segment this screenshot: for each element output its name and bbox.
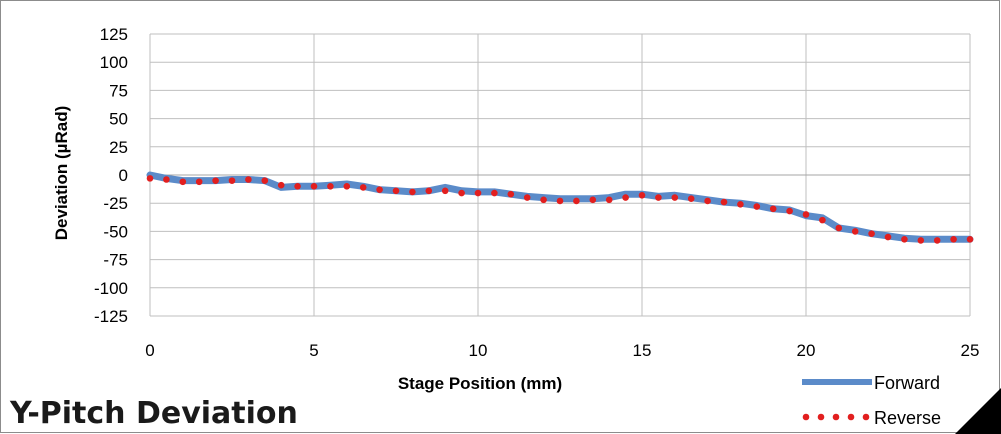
reverse-point [638, 192, 646, 199]
reverse-point [409, 188, 416, 196]
reverse-point [917, 237, 925, 244]
legend-reverse-swatch [802, 413, 870, 421]
reverse-point [310, 182, 318, 190]
reverse-point [523, 194, 531, 201]
y-tick-label: -125 [94, 307, 128, 326]
reverse-point [884, 233, 892, 241]
reverse-point [392, 187, 400, 195]
reverse-point [769, 205, 777, 213]
reverse-point [622, 194, 629, 201]
reverse-point [491, 189, 498, 197]
x-tick-label: 5 [309, 341, 318, 360]
reverse-point [146, 175, 154, 182]
page-title: Y-Pitch Deviation [10, 396, 298, 431]
reverse-point [425, 187, 433, 195]
reverse-point [901, 235, 908, 243]
reverse-point [802, 211, 810, 218]
reverse-point [441, 187, 449, 195]
reverse-point [507, 190, 515, 198]
y-tick-label: -50 [103, 222, 128, 241]
legend-reverse-dot [817, 413, 825, 421]
gridlines [149, 33, 971, 317]
reverse-point [720, 198, 728, 206]
reverse-point [277, 181, 285, 189]
legend-reverse-dot [847, 413, 855, 421]
reverse-point [737, 201, 744, 208]
reverse-point [179, 178, 187, 186]
reverse-point [195, 178, 203, 186]
x-tick-label: 25 [961, 341, 980, 360]
reverse-point [966, 235, 974, 243]
reverse-point [819, 216, 826, 224]
y-axis-label: Deviation (µRad) [52, 106, 71, 240]
x-tick-label: 15 [633, 341, 652, 360]
reverse-point [376, 186, 383, 193]
reverse-point [573, 197, 580, 205]
reverse-point [655, 194, 662, 201]
reverse-point [359, 184, 367, 191]
reverse-point [589, 196, 597, 204]
reverse-point [835, 224, 843, 232]
y-tick-label: 100 [100, 53, 128, 72]
y-tick-label: 25 [109, 138, 128, 157]
reverse-point [343, 182, 351, 190]
y-tick-label: 50 [109, 110, 128, 129]
reverse-point [228, 177, 236, 184]
x-tick-label: 20 [797, 341, 816, 360]
reverse-point [933, 237, 941, 244]
reverse-point [294, 182, 301, 190]
reverse-point [605, 196, 613, 204]
reverse-point [245, 176, 252, 183]
y-tick-label: 0 [119, 166, 128, 185]
legend: Forward Reverse [802, 373, 941, 428]
legend-reverse-dot [832, 413, 840, 421]
corner-mark [955, 388, 1001, 434]
y-tick-label: 125 [100, 25, 128, 44]
reverse-point [950, 235, 957, 243]
reverse-point [327, 182, 334, 190]
x-axis-label: Stage Position (mm) [398, 374, 562, 393]
legend-reverse-dot [862, 413, 870, 421]
reverse-point [163, 176, 170, 183]
reverse-point [474, 189, 482, 197]
legend-forward-label: Forward [874, 373, 940, 393]
reverse-point [868, 230, 875, 237]
reverse-point [851, 228, 859, 235]
y-tick-label: -75 [103, 251, 128, 270]
tick-labels: 125 100 75 50 25 0 -25 -50 -75 -100 -125 0 5 10 15 20 25 [94, 25, 979, 360]
x-tick-label: 0 [145, 341, 154, 360]
reverse-point [212, 177, 219, 184]
legend-reverse-dot [802, 413, 810, 421]
legend-reverse-label: Reverse [874, 408, 941, 428]
reverse-point [261, 177, 269, 184]
reverse-point [458, 189, 465, 197]
reverse-point [687, 195, 695, 202]
y-tick-label: -25 [103, 194, 128, 213]
reverse-point [753, 203, 761, 210]
reverse-point [556, 197, 564, 205]
x-tick-label: 10 [469, 341, 488, 360]
y-tick-label: 75 [109, 81, 128, 100]
y-tick-label: -100 [94, 279, 128, 298]
series-layer [146, 171, 974, 244]
reverse-point [786, 207, 793, 215]
reverse-point [671, 194, 679, 201]
reverse-point [540, 196, 547, 204]
reverse-point [704, 197, 711, 205]
